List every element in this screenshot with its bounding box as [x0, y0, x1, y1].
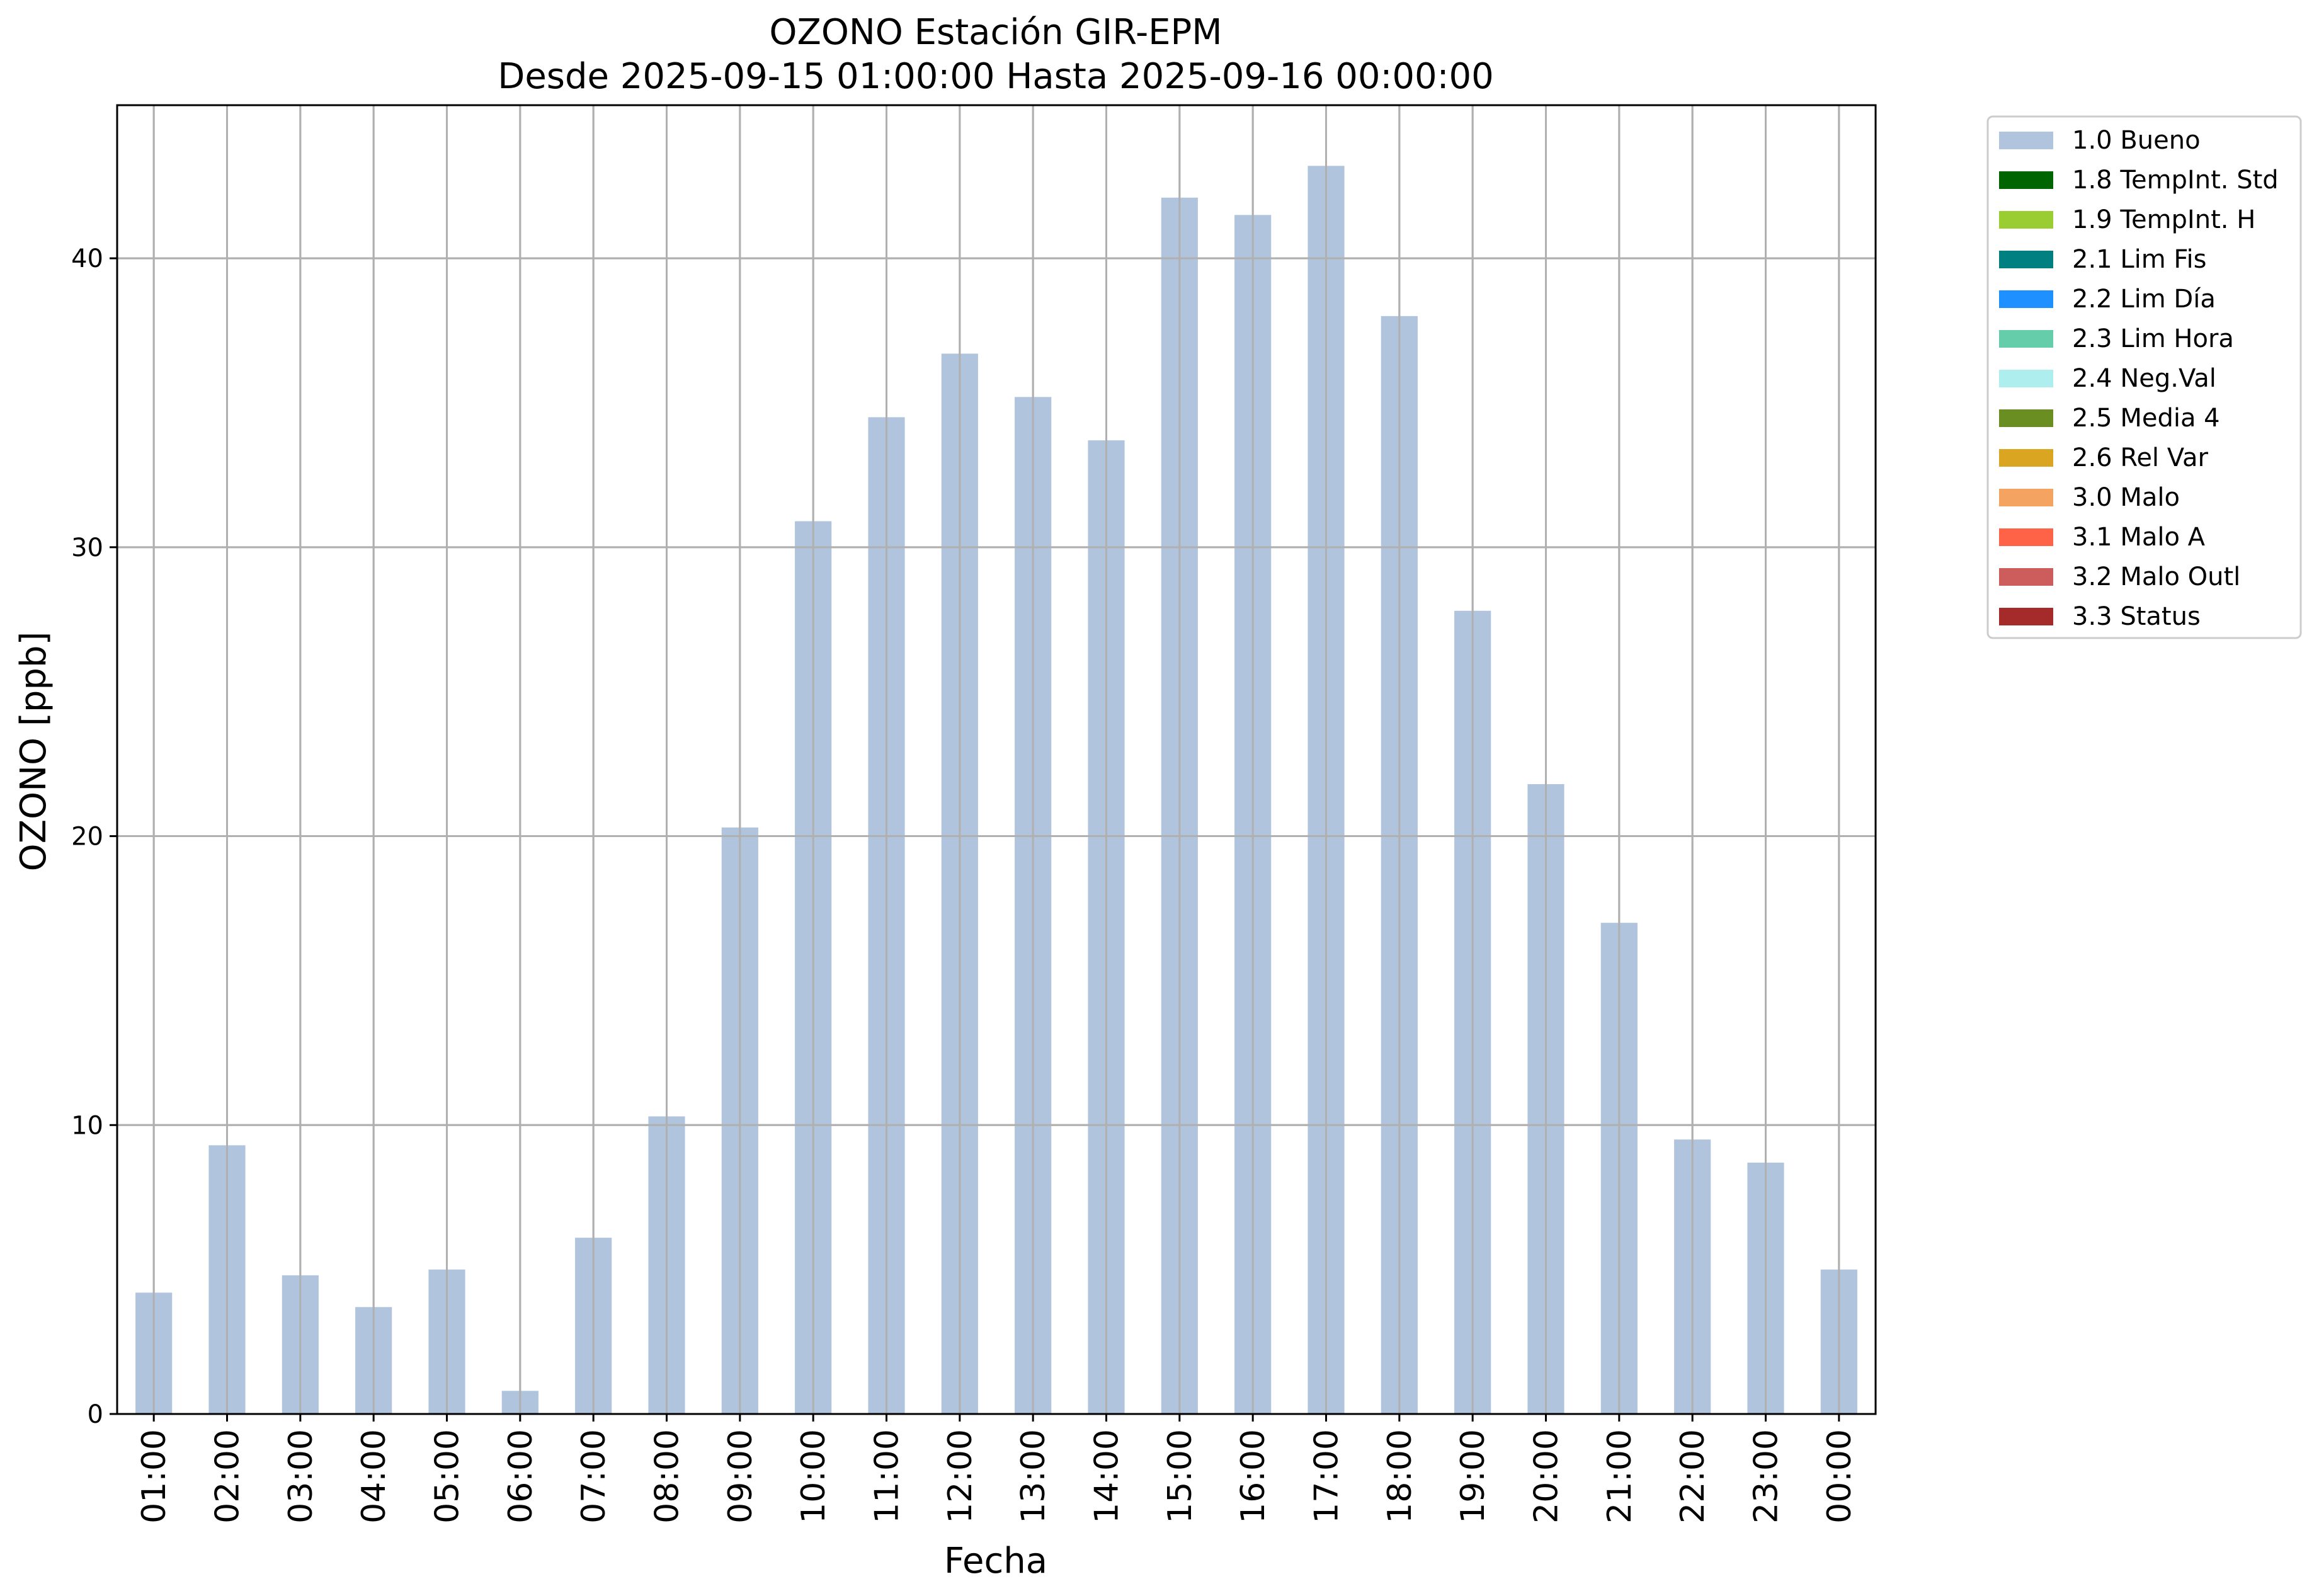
y-tick-label: 40	[71, 244, 103, 273]
x-tick-label: 05:00	[429, 1429, 467, 1524]
x-tick-label: 21:00	[1601, 1429, 1639, 1524]
x-tick-label: 01:00	[135, 1429, 173, 1524]
chart-title-line-2: Desde 2025-09-15 01:00:00 Hasta 2025-09-…	[498, 56, 1494, 97]
legend-swatch	[1999, 409, 2053, 427]
legend-swatch	[1999, 568, 2053, 586]
legend-label: 2.6 Rel Var	[2072, 443, 2209, 472]
legend-swatch	[1999, 608, 2053, 625]
legend-label: 1.8 TempInt. Std	[2072, 166, 2279, 195]
legend-label: 3.1 Malo A	[2072, 523, 2206, 552]
legend-label: 2.2 Lim Día	[2072, 285, 2216, 314]
legend-frame	[1986, 115, 2302, 639]
legend-label: 1.9 TempInt. H	[2072, 205, 2255, 234]
legend-label: 1.0 Bueno	[2072, 126, 2201, 155]
x-tick-label: 19:00	[1454, 1429, 1492, 1524]
x-tick-label: 12:00	[942, 1429, 979, 1524]
x-tick-label: 15:00	[1161, 1429, 1199, 1524]
legend-swatch	[1999, 290, 2053, 308]
x-tick-label: 04:00	[355, 1429, 393, 1524]
x-axis-title: Fecha	[944, 1541, 1047, 1582]
plot-frame	[116, 104, 1877, 1415]
legend-swatch	[1999, 251, 2053, 268]
legend-swatch	[1999, 211, 2053, 229]
x-tick-label: 18:00	[1381, 1429, 1419, 1524]
x-tick-label: 13:00	[1015, 1429, 1052, 1524]
legend-label: 2.4 Neg.Val	[2072, 364, 2216, 393]
legend-label: 3.0 Malo	[2072, 483, 2180, 512]
x-tick-label: 07:00	[575, 1429, 613, 1524]
x-tick-label: 09:00	[722, 1429, 760, 1524]
legend-label: 2.1 Lim Fis	[2072, 245, 2206, 274]
y-tick-label: 20	[71, 823, 103, 852]
y-axis-ticks: 0 10 20 30 40	[71, 244, 117, 1429]
x-tick-label: 23:00	[1748, 1429, 1786, 1524]
chart-title: OZONO Estación GIR-EPM Desde 2025-09-15 …	[498, 12, 1494, 97]
x-tick-label: 14:00	[1088, 1429, 1126, 1524]
legend-label: 2.5 Media 4	[2072, 404, 2220, 433]
grid-lines-overlay	[117, 105, 1876, 1415]
x-tick-label: 16:00	[1234, 1429, 1272, 1524]
legend-swatch	[1999, 370, 2053, 387]
x-tick-label: 10:00	[795, 1429, 833, 1524]
legend-swatch	[1999, 528, 2053, 546]
legend-swatch	[1999, 489, 2053, 506]
y-axis-title: OZONO [ppb]	[13, 632, 54, 872]
x-tick-label: 20:00	[1528, 1429, 1566, 1524]
legend-label: 2.3 Lim Hora	[2072, 324, 2234, 353]
legend-swatch	[1999, 171, 2053, 189]
x-tick-label: 02:00	[209, 1429, 247, 1524]
x-tick-label: 06:00	[502, 1429, 540, 1524]
y-tick-label: 10	[71, 1111, 103, 1140]
y-tick-label: 0	[88, 1400, 103, 1429]
bars	[135, 166, 1857, 1415]
legend-swatch	[1999, 330, 2053, 348]
legend-swatch	[1999, 132, 2053, 149]
legend: 1.0 Bueno 1.8 TempInt. Std 1.9 TempInt. H 2…	[1986, 115, 2302, 639]
x-tick-label: 03:00	[282, 1429, 320, 1524]
x-tick-label: 08:00	[649, 1429, 687, 1524]
legend-label: 3.2 Malo Outl	[2072, 562, 2240, 591]
x-axis-ticks: 01:00 02:00 03:00 04:00 05:00 06:00 07:00 08:00…	[135, 1414, 1859, 1524]
legend-swatch	[1999, 449, 2053, 467]
x-tick-label: 17:00	[1308, 1429, 1346, 1524]
chart-title-line-1: OZONO Estación GIR-EPM	[769, 12, 1222, 53]
x-tick-label: 11:00	[869, 1429, 906, 1524]
legend-label: 3.3 Status	[2072, 602, 2201, 631]
x-tick-label: 00:00	[1821, 1429, 1859, 1524]
y-tick-label: 30	[71, 533, 103, 562]
x-tick-label: 22:00	[1674, 1429, 1712, 1524]
